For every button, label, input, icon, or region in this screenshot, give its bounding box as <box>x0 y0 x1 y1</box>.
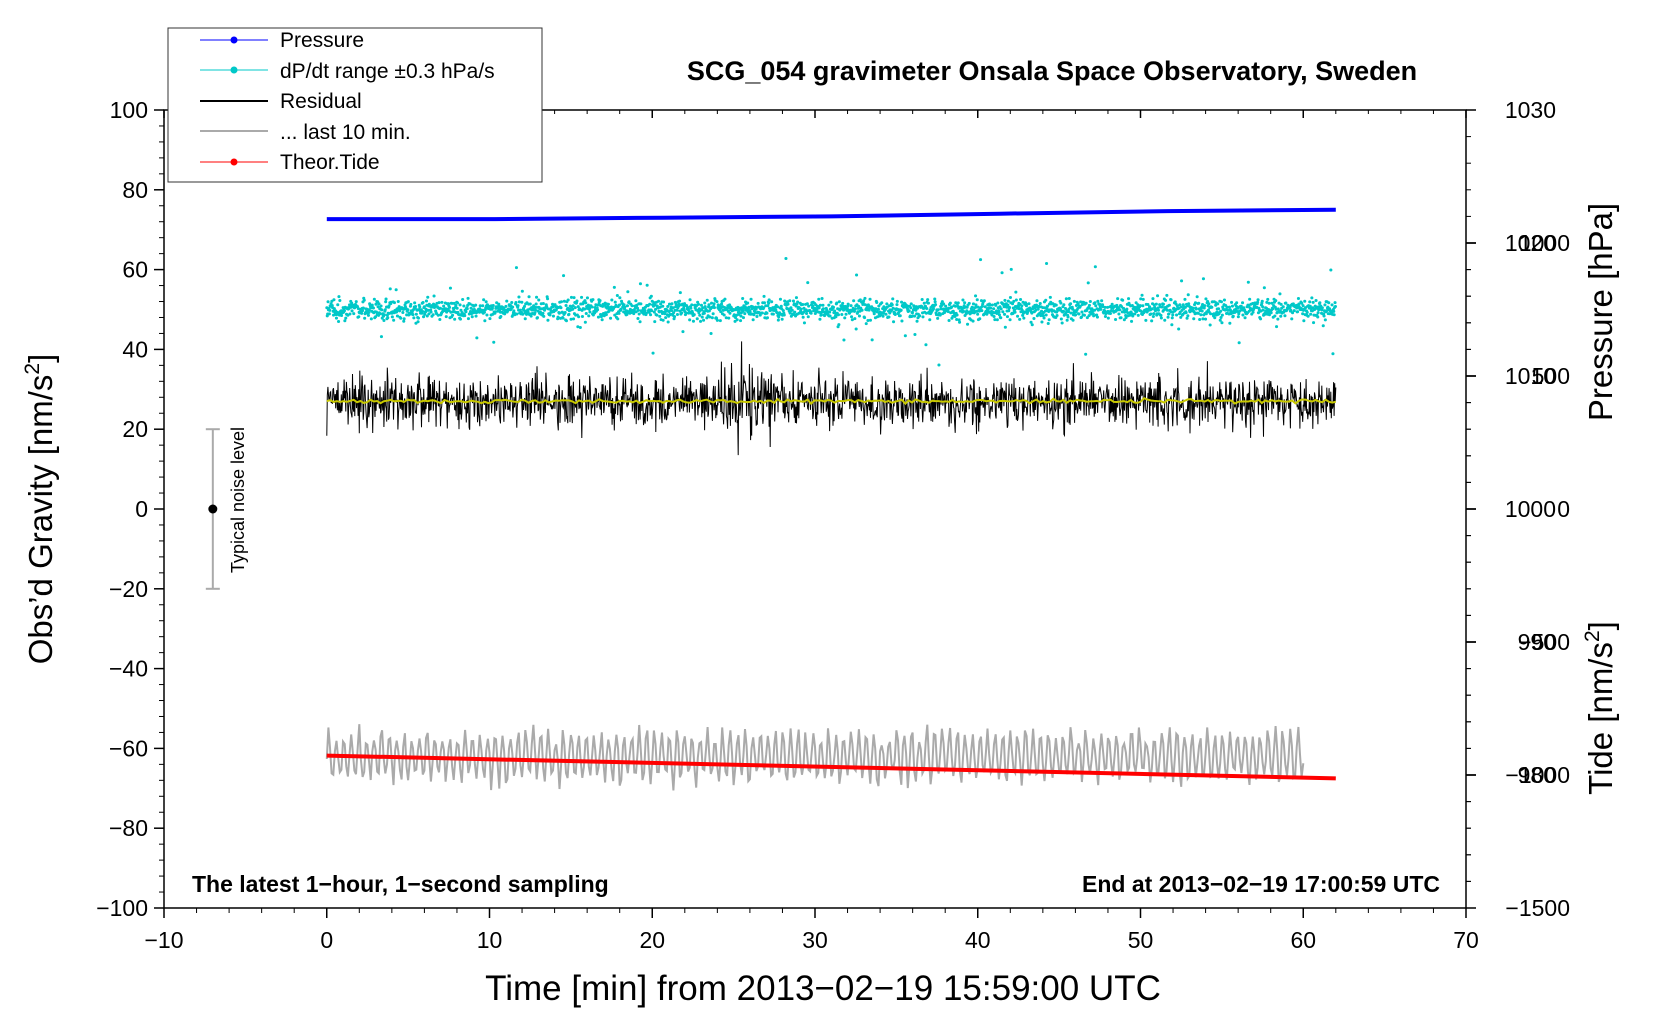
tide-tick-label: 1000 <box>1519 230 1570 256</box>
x-tick-label: 60 <box>1290 927 1316 953</box>
data-layer <box>205 207 1337 791</box>
legend-box <box>167 27 543 183</box>
legend-label-residual: Residual <box>280 90 362 113</box>
series-last-10-min <box>325 724 1305 791</box>
y-axis-label: Obs’d Gravity [nm/s2] <box>21 354 59 665</box>
legend: Pressure dP/dt range ±0.3 hPa/s Residual… <box>167 27 543 183</box>
legend-label-dpdt: dP/dt range ±0.3 hPa/s <box>280 60 495 83</box>
tide-axis-label-end: ] <box>1582 621 1619 630</box>
pressure-tick-label: 1020 <box>1505 230 1556 256</box>
noise-level-center <box>208 504 218 514</box>
legend-marker-dpdt <box>230 66 238 74</box>
pressure-tick-label: 1010 <box>1505 363 1556 389</box>
y-tick-label: 60 <box>122 257 148 283</box>
x-tick-label: 0 <box>320 927 333 953</box>
series-residual <box>326 341 1337 456</box>
tide-tick-label: 0 <box>1557 496 1570 522</box>
tide-axis-label-sup: 2 <box>1581 630 1604 642</box>
legend-marker-tide <box>230 158 238 166</box>
x-axis-label: Time [min] from 2013−02−19 15:59:00 UTC <box>485 969 1161 1008</box>
y-axis-label-main: Obs’d Gravity [nm/s <box>22 375 59 665</box>
annotation-end-time: End at 2013−02−19 17:00:59 UTC <box>1082 871 1440 897</box>
x-tick-label: 70 <box>1453 927 1479 953</box>
tide-tick-label: −1000 <box>1505 762 1570 788</box>
noise-level-label: Typical noise level <box>228 427 248 573</box>
y-axis-label-end: ] <box>22 354 59 363</box>
y-tick-label: −60 <box>109 735 148 761</box>
series-theor-tide <box>326 753 1336 781</box>
x-tick-label: 20 <box>639 927 665 953</box>
x-tick-label: 30 <box>802 927 828 953</box>
pressure-tick-label: 980 <box>1518 762 1556 788</box>
plot-frame <box>163 109 1467 909</box>
y-tick-label: −100 <box>96 895 148 921</box>
tide-tick-label: 500 <box>1532 363 1570 389</box>
y-tick-label: −40 <box>109 656 148 682</box>
chart-title: SCG_054 gravimeter Onsala Space Observat… <box>687 56 1417 86</box>
ticks-layer: −10 0 10 20 30 40 50 60 70−100−80−60−40−20020406… <box>96 97 1570 953</box>
tide-axis-label-main: Tide [nm/s <box>1582 642 1619 795</box>
series-dpdt <box>325 257 1337 367</box>
y-tick-label: 100 <box>110 97 148 123</box>
series-residual-mean <box>326 397 1337 406</box>
y-tick-label: 0 <box>135 496 148 522</box>
y-tick-label: 40 <box>122 336 148 362</box>
y-tick-label: 20 <box>122 416 148 442</box>
series-pressure <box>326 207 1336 222</box>
tide-tick-label: −1500 <box>1505 895 1570 921</box>
legend-label-last10: ... last 10 min. <box>280 121 411 144</box>
legend-label-tide: Theor.Tide <box>280 151 380 174</box>
x-tick-label: 10 <box>477 927 503 953</box>
x-tick-label: −10 <box>144 927 183 953</box>
tide-axis-label: Tide [nm/s2] <box>1581 621 1619 795</box>
pressure-tick-label: 1030 <box>1505 97 1556 123</box>
pressure-axis-label: Pressure [hPa] <box>1582 203 1619 421</box>
pressure-tick-label: 1000 <box>1505 496 1556 522</box>
pressure-tick-label: 990 <box>1518 629 1556 655</box>
x-tick-label: 50 <box>1128 927 1154 953</box>
annotation-sampling: The latest 1−hour, 1−second sampling <box>192 871 609 897</box>
legend-marker-pressure <box>230 36 238 44</box>
y-tick-label: −20 <box>109 576 148 602</box>
legend-label-pressure: Pressure <box>280 29 364 52</box>
y-tick-label: −80 <box>109 815 148 841</box>
tide-tick-label: −500 <box>1518 629 1570 655</box>
y-tick-label: 80 <box>122 177 148 203</box>
y-axis-label-sup: 2 <box>21 363 44 375</box>
x-tick-label: 40 <box>965 927 991 953</box>
